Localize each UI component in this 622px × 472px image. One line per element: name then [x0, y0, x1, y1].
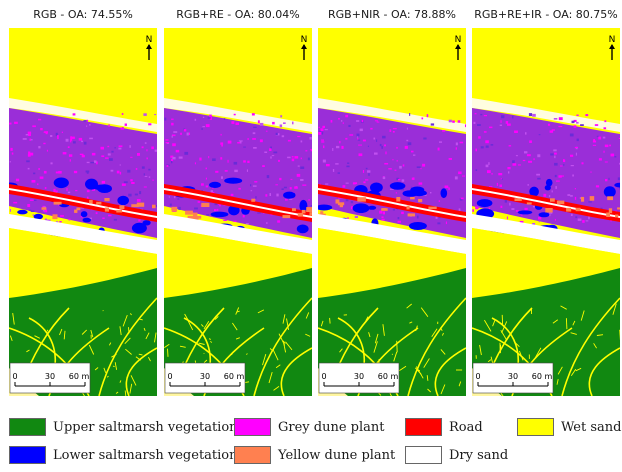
map-panel-rgb-nir: RGB+NIR - OA: 78.88% N 0 30 60 m — [318, 0, 466, 400]
north-label: N — [609, 35, 616, 45]
legend-item-lower-saltmarsh: Lower saltmarsh vegetation — [9, 446, 238, 464]
scale-bar: 0 30 60 m — [318, 362, 400, 394]
panel-title: RGB - OA: 74.55% — [33, 8, 133, 21]
panel-title: RGB+RE - OA: 80.04% — [176, 8, 300, 21]
scale-tick-label: 0 — [12, 372, 17, 381]
legend-swatch — [234, 418, 271, 436]
north-label: N — [146, 35, 153, 45]
classification-map: N 0 30 60 m — [164, 28, 312, 396]
legend-label: Road — [449, 419, 483, 435]
scale-tick-label: 30 — [508, 372, 518, 381]
legend-item-yellow-dune: Yellow dune plant — [234, 446, 395, 464]
legend: Upper saltmarsh vegetation Grey dune pla… — [0, 410, 622, 472]
map-panel-rgb-re: RGB+RE - OA: 80.04% N 0 30 60 m — [164, 0, 312, 400]
panel-title: RGB+NIR - OA: 78.88% — [328, 8, 456, 21]
map-panel-rgb: RGB - OA: 74.55% N 0 30 60 m — [9, 0, 157, 400]
scale-tick-label: 60 m — [224, 372, 245, 381]
legend-swatch — [517, 418, 554, 436]
scale-tick-label: 30 — [354, 372, 364, 381]
legend-swatch — [9, 446, 46, 464]
legend-item-road: Road — [405, 418, 483, 436]
classification-map: N 0 30 60 m — [318, 28, 466, 396]
scale-bar: 0 30 60 m — [164, 362, 246, 394]
scale-bar: 0 30 60 m — [9, 362, 91, 394]
scale-tick-label: 60 m — [532, 372, 553, 381]
scale-tick-label: 0 — [167, 372, 172, 381]
scale-tick-label: 0 — [475, 372, 480, 381]
legend-label: Wet sand — [561, 419, 622, 435]
legend-label: Yellow dune plant — [278, 447, 396, 463]
scale-bar: 0 30 60 m — [472, 362, 554, 394]
north-label: N — [455, 35, 462, 45]
legend-swatch — [234, 446, 271, 464]
legend-item-upper-saltmarsh: Upper saltmarsh vegetation — [9, 418, 238, 436]
scale-tick-label: 60 m — [378, 372, 399, 381]
map-panel-rgb-re-ir: RGB+RE+IR - OA: 80.75% N 0 30 60 m — [472, 0, 620, 400]
legend-swatch — [405, 446, 442, 464]
scale-tick-label: 30 — [45, 372, 55, 381]
legend-swatch — [405, 418, 442, 436]
legend-swatch — [9, 418, 46, 436]
scale-tick-label: 60 m — [69, 372, 90, 381]
panel-title: RGB+RE+IR - OA: 80.75% — [474, 8, 618, 21]
north-label: N — [301, 35, 308, 45]
legend-item-dry-sand: Dry sand — [405, 446, 508, 464]
scale-tick-label: 30 — [200, 372, 210, 381]
legend-label: Grey dune plant — [278, 419, 385, 435]
legend-label: Upper saltmarsh vegetation — [53, 419, 238, 435]
legend-item-grey-dune: Grey dune plant — [234, 418, 385, 436]
legend-item-wet-sand: Wet sand — [517, 418, 621, 436]
classification-map: N 0 30 60 m — [9, 28, 157, 396]
scale-tick-label: 0 — [321, 372, 326, 381]
classification-map: N 0 30 60 m — [472, 28, 620, 396]
legend-label: Lower saltmarsh vegetation — [53, 447, 238, 463]
legend-label: Dry sand — [449, 447, 509, 463]
